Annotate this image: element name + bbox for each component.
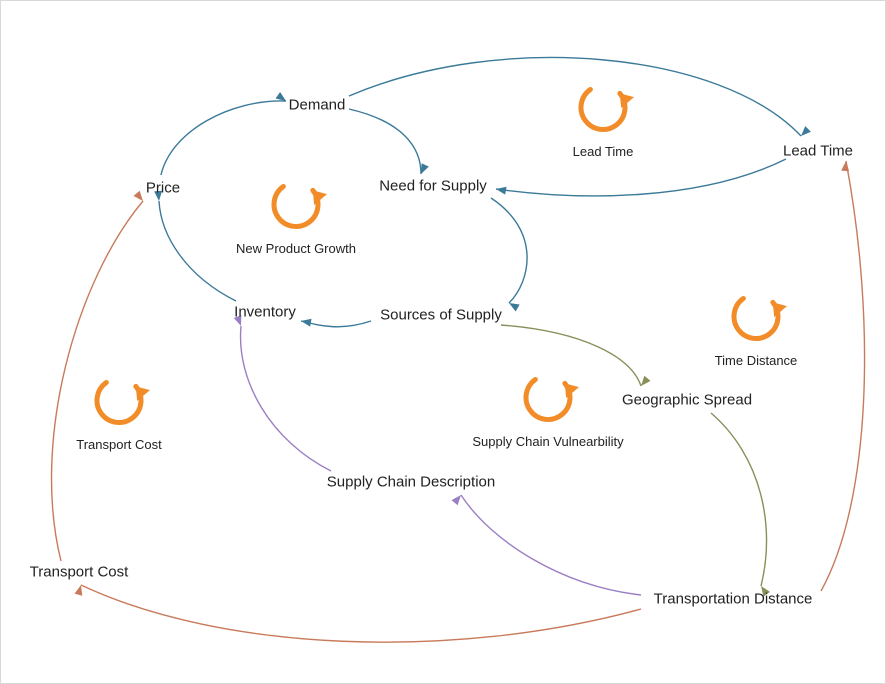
edge-lead-need <box>496 159 786 196</box>
edge-tdist-scdesc <box>461 495 641 595</box>
loop-label-tc: Transport Cost <box>76 437 162 452</box>
loop-label-lt: Lead Time <box>573 144 634 159</box>
edge-sources-inv <box>301 321 371 327</box>
node-price[interactable]: Price <box>146 180 180 197</box>
loop-label-npg: New Product Growth <box>236 241 356 256</box>
edge-tdist-lead <box>821 161 865 591</box>
node-demand[interactable]: Demand <box>289 97 346 114</box>
edge-inv-price <box>159 201 236 301</box>
edge-price-demand <box>161 101 286 175</box>
loop-label-scv: Supply Chain Vulnearbility <box>472 434 623 449</box>
loop-icon-scv <box>517 367 579 434</box>
node-sources[interactable]: Sources of Supply <box>380 307 502 324</box>
loop-icon-tc <box>88 370 150 437</box>
node-geo[interactable]: Geographic Spread <box>622 392 752 409</box>
edge-need-sources <box>491 198 527 303</box>
node-inventory[interactable]: Inventory <box>234 304 296 321</box>
node-need[interactable]: Need for Supply <box>379 178 487 195</box>
edge-geo-tdist <box>711 413 767 586</box>
edge-scdesc-inv <box>241 326 331 471</box>
loop-icon-lt <box>572 77 634 144</box>
node-scdesc[interactable]: Supply Chain Description <box>327 474 495 491</box>
loop-label-td: Time Distance <box>715 353 798 368</box>
node-tdist[interactable]: Transportation Distance <box>654 591 813 608</box>
edge-demand-need <box>349 109 421 174</box>
node-leadtime2[interactable]: Lead Time <box>783 143 853 160</box>
node-tcost[interactable]: Transport Cost <box>30 564 129 581</box>
diagram-canvas: Demand Lead Time Price Need for Supply Inven… <box>0 0 886 684</box>
loop-icon-td <box>725 286 787 353</box>
loop-icon-npg <box>265 174 327 241</box>
edge-tdist-tcost <box>81 585 641 642</box>
